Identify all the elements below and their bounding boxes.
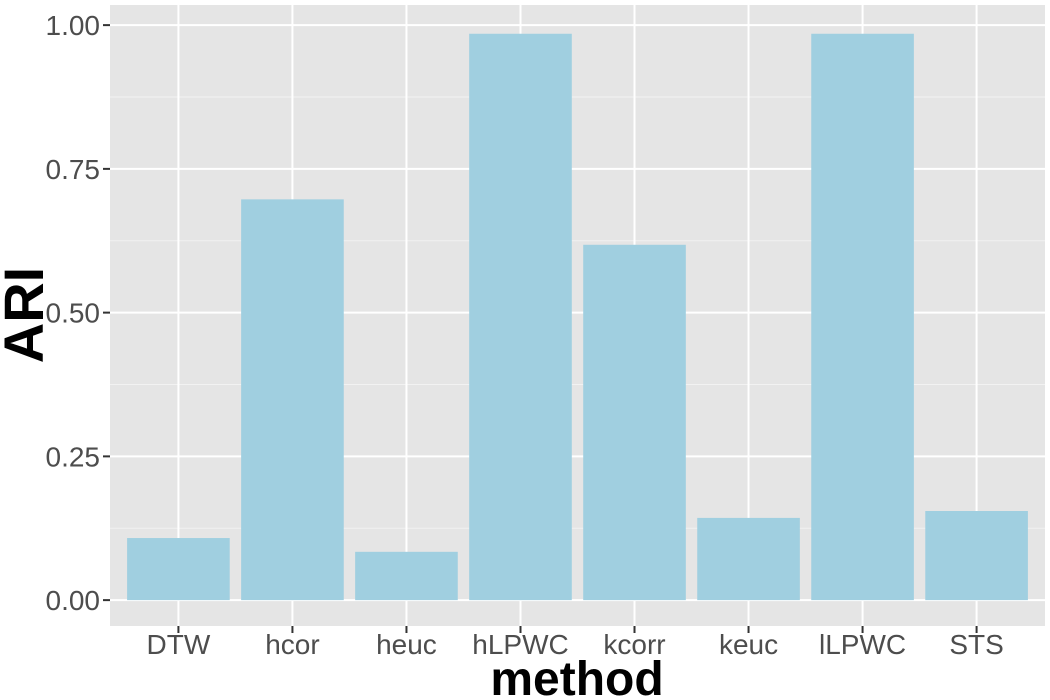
bar bbox=[925, 511, 1028, 601]
x-axis-title: method bbox=[490, 653, 663, 700]
x-tick-label: hcor bbox=[265, 629, 319, 660]
y-axis-title: ARI bbox=[0, 267, 55, 363]
bar bbox=[127, 538, 230, 601]
bar bbox=[583, 244, 686, 601]
bar bbox=[355, 551, 458, 601]
y-tick-label: 0.25 bbox=[46, 441, 101, 472]
bars bbox=[127, 33, 1028, 601]
bar bbox=[469, 33, 572, 601]
y-tick-label: 0.00 bbox=[46, 585, 101, 616]
x-axis: DTW hcor heuc hLPWC kcorr keuc lLPWC STS bbox=[147, 626, 1004, 660]
x-tick-label: lLPWC bbox=[819, 629, 906, 660]
x-tick-label: DTW bbox=[147, 629, 211, 660]
x-tick-label: kcorr bbox=[603, 629, 665, 660]
y-axis: 0.00 0.25 0.50 0.75 1.00 bbox=[46, 10, 110, 616]
y-tick-label: 0.75 bbox=[46, 154, 101, 185]
y-tick-label: 1.00 bbox=[46, 10, 101, 41]
x-tick-label: heuc bbox=[376, 629, 437, 660]
x-tick-label: STS bbox=[949, 629, 1003, 660]
y-tick-label: 0.50 bbox=[46, 298, 101, 329]
bar bbox=[811, 33, 914, 601]
bar bbox=[241, 199, 344, 601]
x-tick-label: hLPWC bbox=[472, 629, 568, 660]
x-tick-label: keuc bbox=[719, 629, 778, 660]
bar bbox=[697, 517, 800, 601]
